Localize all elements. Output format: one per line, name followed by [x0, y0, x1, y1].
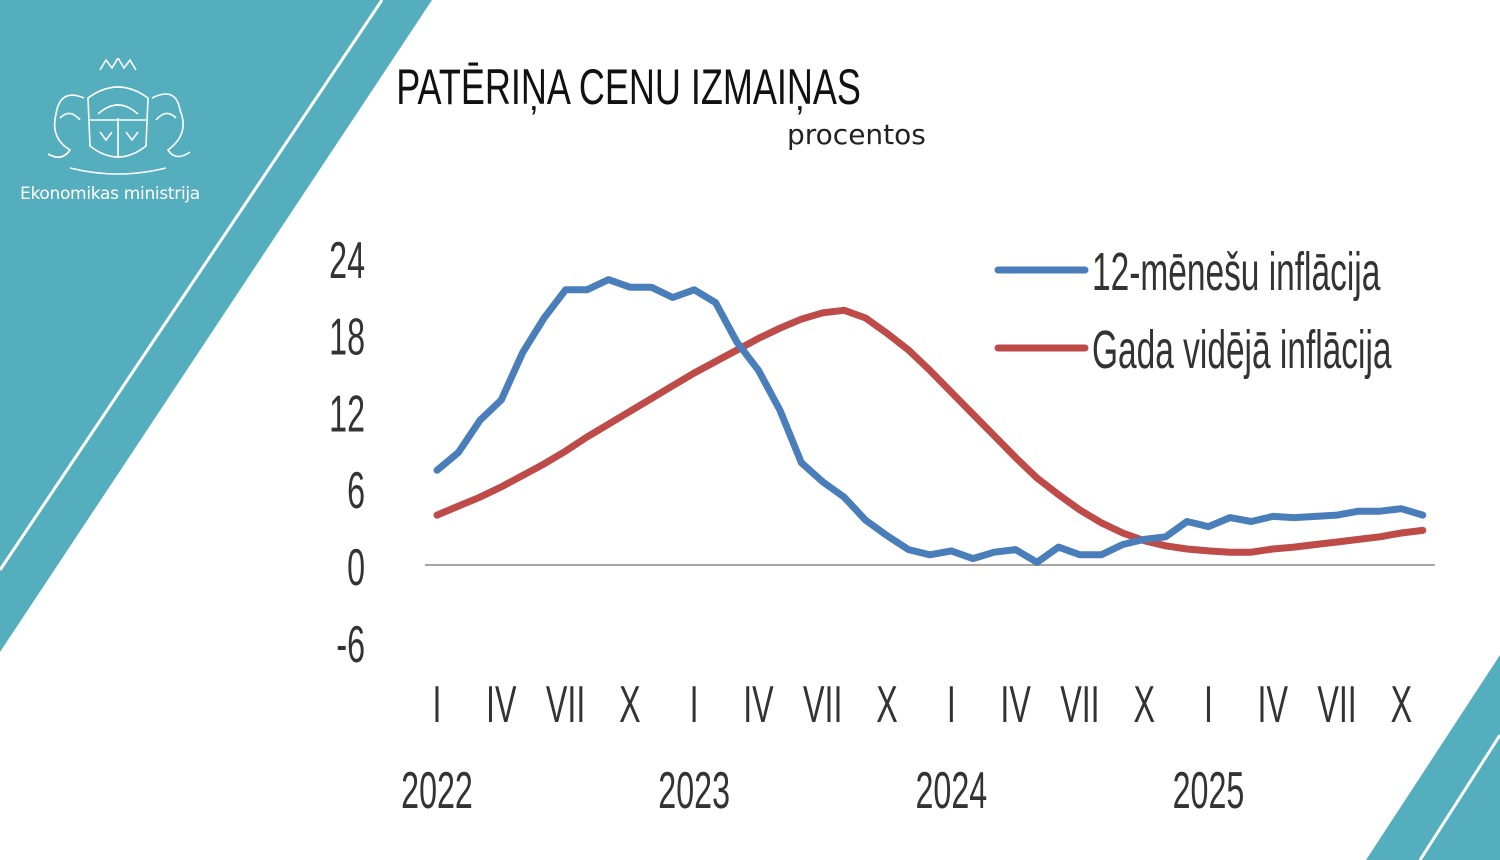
legend-label: Gada vidējā inflācija: [1092, 319, 1392, 380]
x-tick-label: X: [1391, 676, 1413, 734]
coat-of-arms-logo: [47, 58, 191, 175]
x-tick-label: VII: [803, 676, 842, 734]
left-accent-shape: [0, 0, 432, 652]
year-label: 2023: [658, 762, 730, 820]
x-tick-label: VII: [1060, 676, 1099, 734]
decorative-line: [0, 0, 384, 571]
year-label: 2024: [915, 762, 987, 820]
series-line: [433, 276, 1427, 566]
x-tick-label: IV: [743, 676, 774, 734]
y-tick-label: 0: [347, 539, 365, 597]
x-tick-label: I: [433, 676, 442, 734]
x-tick-label: IV: [1000, 676, 1031, 734]
chart-title: PATĒRIŅA CENU IZMAIŅAS: [396, 59, 861, 115]
y-tick-label: -6: [336, 616, 365, 674]
chart-subtitle: procentos: [787, 118, 926, 151]
decorative-line: [1418, 734, 1500, 860]
x-tick-label: X: [619, 676, 641, 734]
x-tick-label: I: [690, 676, 699, 734]
y-tick-label: 12: [329, 386, 365, 444]
series-line: [433, 306, 1427, 556]
legend-label: 12-mēnešu inflācija: [1092, 241, 1380, 302]
bottom-right-accent-shape: [1366, 655, 1500, 860]
year-label: 2022: [401, 762, 473, 820]
x-tick-label: IV: [1258, 676, 1289, 734]
x-tick-label: VII: [1317, 676, 1356, 734]
x-tick-label: IV: [486, 676, 517, 734]
x-tick-label: VII: [546, 676, 585, 734]
y-tick-label: 24: [329, 232, 365, 290]
x-tick-label: I: [1204, 676, 1213, 734]
ministry-name: Ekonomikas ministrija: [20, 184, 200, 204]
y-tick-label: 6: [347, 463, 365, 521]
x-tick-label: I: [947, 676, 956, 734]
year-label: 2025: [1173, 762, 1245, 820]
x-tick-label: X: [1133, 676, 1155, 734]
x-tick-label: X: [876, 676, 898, 734]
y-tick-label: 18: [329, 309, 365, 367]
